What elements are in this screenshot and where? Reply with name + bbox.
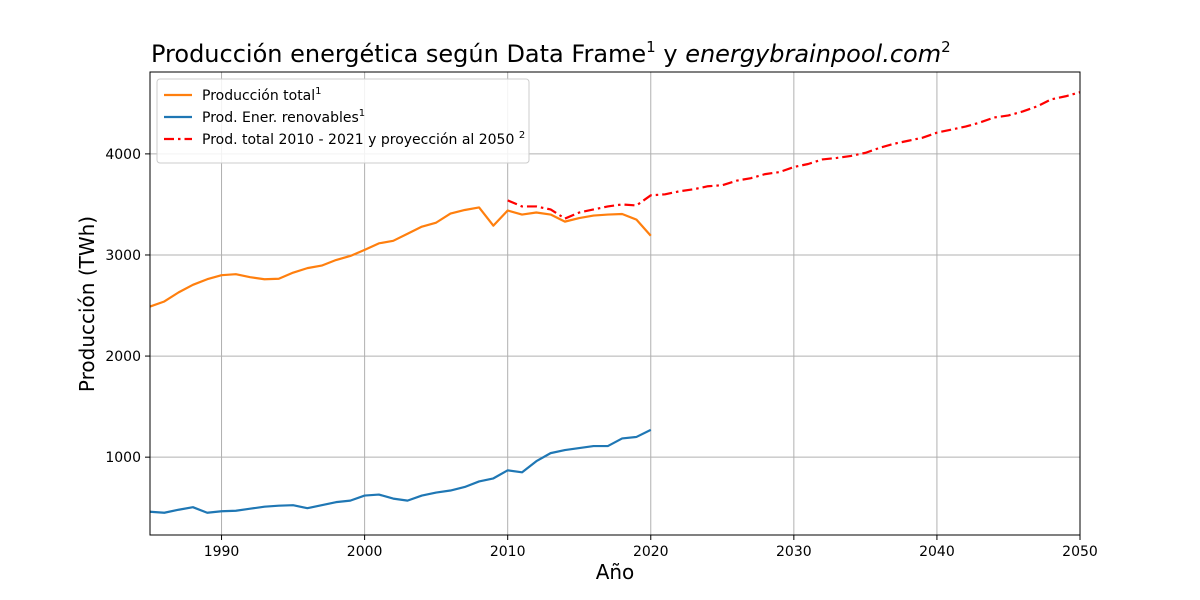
legend-box	[156, 78, 530, 164]
y-axis-title: Producción (TWh)	[75, 216, 99, 392]
legend-label-text: Producción total	[202, 88, 315, 104]
legend-label-superscript: 1	[359, 108, 365, 119]
legend-entry-proyeccion: Prod. total 2010 - 2021 y proyección al …	[164, 130, 525, 148]
plot-frame	[149, 71, 1081, 536]
title-part-3: energybrainpool.com	[685, 40, 941, 68]
title-part-1: Producción energética según Data Frame	[151, 40, 646, 68]
legend-label: Prod. total 2010 - 2021 y proyección al …	[202, 130, 525, 148]
chart-title: Producción energética según Data Frame1 …	[151, 38, 951, 68]
legend-entry-produccion-total: Producción total1	[164, 86, 322, 104]
series-line-proyeccion	[507, 91, 1081, 220]
series-layer	[149, 91, 1081, 514]
series-line-renovables	[149, 428, 652, 514]
legend-label-superscript: 1	[315, 86, 321, 97]
x-axis-title: Año	[596, 560, 635, 584]
x-tick-label: 2020	[633, 544, 669, 560]
y-tick-label: 3000	[105, 248, 141, 264]
x-tick-label: 2030	[776, 544, 812, 560]
axis-ticks: 1990 2000 2010 2020 2030 2040 2050 1000 2000 3000…	[105, 147, 1097, 560]
x-tick-label: 2010	[490, 544, 526, 560]
title-part-2: y	[656, 40, 685, 68]
x-tick-label: 2000	[347, 544, 383, 560]
title-superscript-1: 1	[646, 38, 656, 56]
y-tick-label: 2000	[105, 349, 141, 365]
x-tick-label: 2050	[1062, 544, 1098, 560]
x-tick-label: 2040	[919, 544, 955, 560]
legend-label-superscript: 2	[519, 130, 525, 141]
legend-label: Prod. Ener. renovables1	[202, 108, 365, 126]
title-superscript-2: 2	[941, 38, 951, 56]
y-tick-label: 1000	[105, 450, 141, 466]
y-tick-label: 4000	[105, 147, 141, 163]
legend-entry-renovables: Prod. Ener. renovables1	[164, 108, 365, 126]
legend-label: Producción total1	[202, 86, 322, 104]
legend-label-text: Prod. Ener. renovables	[202, 110, 359, 126]
legend-label-text: Prod. total 2010 - 2021 y proyección al …	[202, 132, 519, 148]
series-line-produccion-total	[149, 206, 652, 308]
x-tick-label: 1990	[204, 544, 240, 560]
